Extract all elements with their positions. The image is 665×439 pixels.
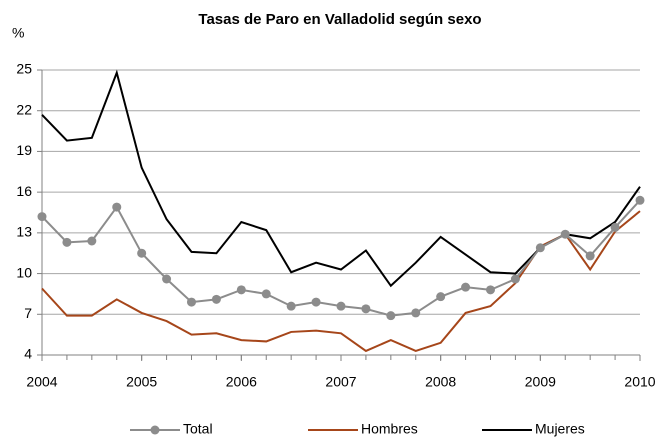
x-tick-label: 2007 (325, 374, 356, 390)
series-marker (560, 229, 570, 239)
y-tick-label: 19 (16, 142, 32, 158)
x-tick-label: 2006 (226, 374, 257, 390)
y-tick-label: 16 (16, 183, 32, 199)
series-marker (486, 285, 495, 295)
series-marker (261, 289, 271, 299)
y-tick-label: 22 (16, 101, 32, 117)
x-tick-label: 2008 (425, 374, 456, 390)
series-marker (112, 202, 122, 212)
chart-title: Tasas de Paro en Valladolid según sexo (198, 11, 481, 28)
x-tick-label: 2010 (624, 374, 655, 390)
series-marker (535, 243, 545, 253)
y-tick-label: 4 (24, 346, 32, 362)
legend-label: Total (183, 421, 213, 437)
series-marker (336, 301, 346, 311)
series-line (41, 199, 641, 317)
series-marker (137, 248, 147, 258)
y-tick-label: 25 (16, 61, 32, 77)
x-tick-label: 2004 (26, 374, 57, 390)
series-marker (461, 282, 471, 292)
series-line (41, 210, 641, 353)
legend-label: Mujeres (535, 421, 585, 437)
series-marker (610, 222, 620, 232)
series-marker (361, 304, 371, 314)
series-line (41, 69, 641, 288)
series-marker (411, 308, 421, 318)
legend-marker (150, 425, 160, 435)
series-marker (236, 285, 246, 295)
series-marker (436, 292, 446, 302)
series-marker (162, 274, 172, 284)
series-marker (286, 301, 296, 311)
series-marker (62, 237, 72, 247)
series-marker (211, 294, 221, 304)
series-marker (187, 297, 196, 307)
series-marker (37, 212, 47, 222)
y-tick-label: 13 (16, 224, 32, 240)
y-tick-label: 7 (24, 305, 32, 321)
x-tick-label: 2005 (126, 374, 157, 390)
y-tick-label: 10 (16, 264, 32, 280)
legend-label: Hombres (361, 421, 418, 437)
series-marker (510, 274, 520, 284)
y-axis-label: % (12, 25, 24, 41)
x-tick-label: 2009 (525, 374, 556, 390)
series-marker (635, 195, 645, 205)
series-marker (386, 311, 396, 321)
series-marker (585, 251, 595, 261)
series-marker (87, 236, 97, 246)
series-marker (311, 297, 321, 307)
